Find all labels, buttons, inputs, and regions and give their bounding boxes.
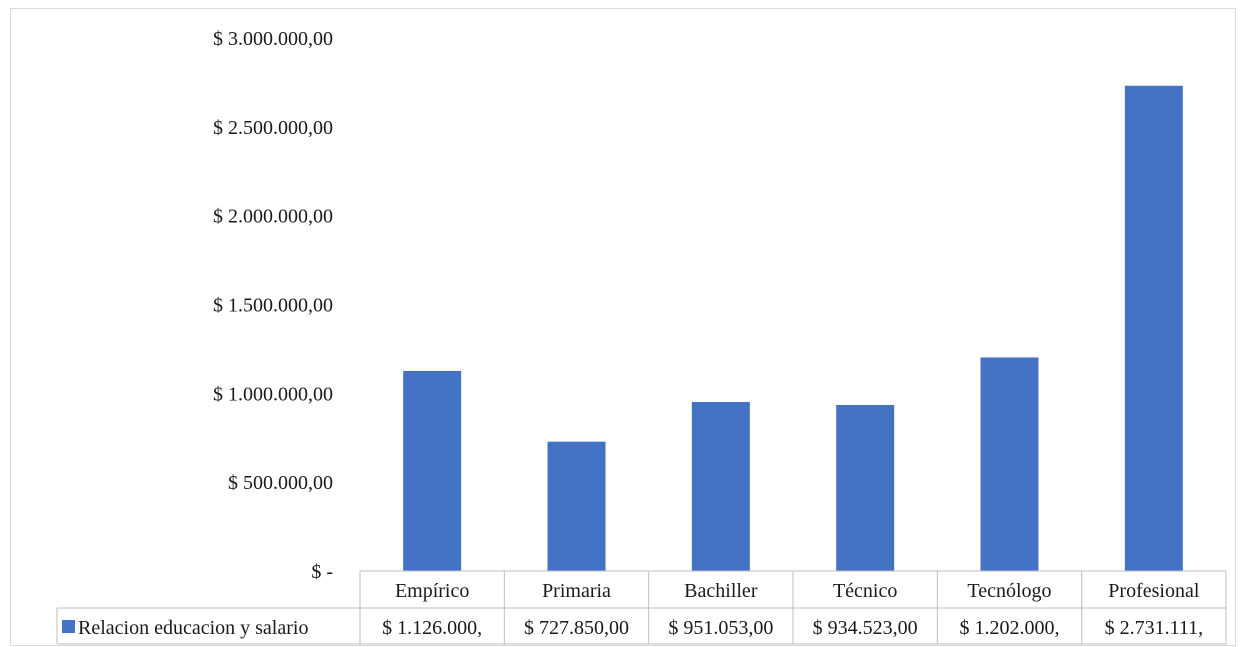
y-tick-label: $ -	[311, 561, 333, 583]
data-table-value: $ 934.523,00	[813, 617, 918, 639]
bar-profesional	[1124, 85, 1183, 571]
data-table-value: $ 1.202.000,	[960, 617, 1060, 639]
data-table-value: $ 727.850,00	[524, 617, 629, 639]
bar-tecnólogo	[980, 357, 1039, 571]
data-table-value: $ 951.053,00	[668, 617, 773, 639]
x-category-label: Bachiller	[684, 580, 758, 602]
y-tick-label: $ 3.000.000,00	[213, 28, 333, 50]
y-tick-label: $ 1.500.000,00	[213, 295, 333, 317]
data-table-value: $ 1.126.000,	[382, 617, 482, 639]
y-tick-label: $ 1.000.000,00	[213, 383, 333, 405]
legend-swatch	[62, 620, 75, 633]
x-category-label: Tecnólogo	[967, 580, 1051, 602]
bar-primaria	[547, 441, 606, 571]
series-name: Relacion educacion y salario	[78, 617, 308, 639]
y-tick-label: $ 2.500.000,00	[213, 117, 333, 139]
x-category-label: Profesional	[1108, 580, 1200, 602]
y-tick-label: $ 2.000.000,00	[213, 206, 333, 228]
x-category-label: Empírico	[395, 580, 469, 602]
x-category-label: Primaria	[542, 580, 611, 602]
bar-bachiller	[691, 402, 750, 571]
bar-técnico	[836, 404, 895, 571]
y-tick-label: $ 500.000,00	[228, 472, 333, 494]
bar-empírico	[403, 370, 462, 571]
data-table-value: $ 2.731.111,	[1105, 617, 1204, 639]
chart-frame	[10, 8, 1236, 646]
x-category-label: Técnico	[833, 580, 897, 602]
